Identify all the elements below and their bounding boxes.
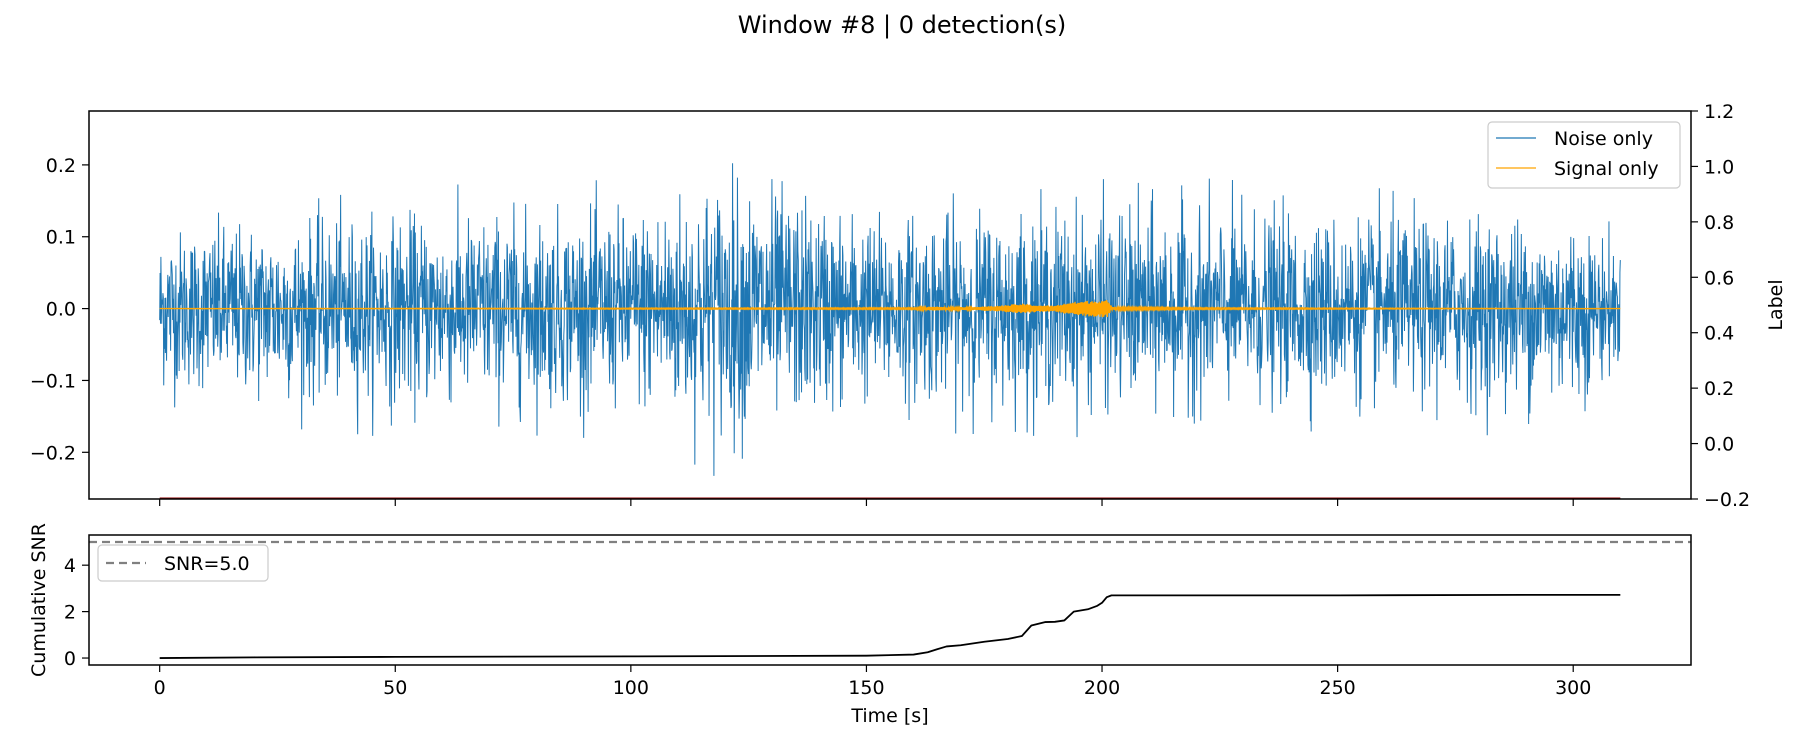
waveform-legend: Noise only Signal only (1487, 121, 1681, 189)
y-tick-label: −0.2 (30, 442, 76, 464)
label-tick-label: −0.2 (1704, 489, 1750, 511)
figure-title: Window #8 | 0 detection(s) (738, 11, 1066, 39)
label-tick-label: 0.2 (1704, 378, 1734, 400)
legend-box (97, 544, 269, 582)
waveform-panel: −0.2 −0.1 0.0 0.1 0.2 −0.2 0.0 0.2 0.4 0.6 0.8 1.0… (30, 101, 1787, 511)
x-axis-title: Time [s] (850, 705, 928, 727)
snr-panel: 0 2 4 0 50 100 150 200 250 300 Time [s] Cumulati… (28, 523, 1692, 727)
legend-signal-label: Signal only (1554, 158, 1659, 180)
x-tick-label: 0 (154, 677, 166, 699)
label-axis-title: Label (1765, 279, 1787, 330)
x-tick-label: 50 (383, 677, 407, 699)
label-tick-label: 1.2 (1704, 101, 1734, 123)
snr-legend: SNR=5.0 (97, 544, 269, 582)
waveform-y-axis: −0.2 −0.1 0.0 0.1 0.2 (30, 155, 89, 464)
waveform-axes-frame (88, 110, 1692, 500)
label-tick-label: 1.0 (1704, 156, 1734, 178)
snr-axis-title: Cumulative SNR (28, 523, 50, 677)
y-tick-label: −0.1 (30, 370, 76, 392)
snr-y-tick-label: 2 (64, 602, 76, 624)
cumulative-snr-line (159, 593, 1621, 659)
x-tick-label: 250 (1319, 677, 1355, 699)
label-tick-label: 0.0 (1704, 434, 1734, 456)
noise-series (159, 163, 1621, 476)
y-tick-label: 0.1 (46, 227, 76, 249)
label-tick-label: 0.4 (1704, 323, 1734, 345)
noise-trace (159, 163, 1621, 476)
waveform-x-ticks (159, 499, 1574, 506)
cumulative-snr-series (159, 593, 1621, 659)
y-tick-label: 0.2 (46, 155, 76, 177)
snr-y-axis: 0 2 4 (64, 555, 89, 670)
x-tick-label: 100 (613, 677, 649, 699)
snr-axes-frame (88, 534, 1692, 666)
x-tick-label: 200 (1084, 677, 1120, 699)
y-tick-label: 0.0 (46, 299, 76, 321)
signal-series (159, 300, 1621, 318)
label-y-axis: −0.2 0.0 0.2 0.4 0.6 0.8 1.0 1.2 (1691, 101, 1750, 511)
x-tick-label: 150 (848, 677, 884, 699)
snr-y-tick-label: 0 (64, 648, 76, 670)
label-tick-label: 0.8 (1704, 212, 1734, 234)
snr-y-tick-label: 4 (64, 555, 76, 577)
signal-trace (159, 300, 1621, 318)
x-tick-label: 300 (1555, 677, 1591, 699)
label-tick-label: 0.6 (1704, 267, 1734, 289)
legend-threshold-label: SNR=5.0 (164, 553, 250, 575)
snr-x-axis: 0 50 100 150 200 250 300 (154, 665, 1591, 699)
legend-noise-label: Noise only (1554, 128, 1653, 150)
